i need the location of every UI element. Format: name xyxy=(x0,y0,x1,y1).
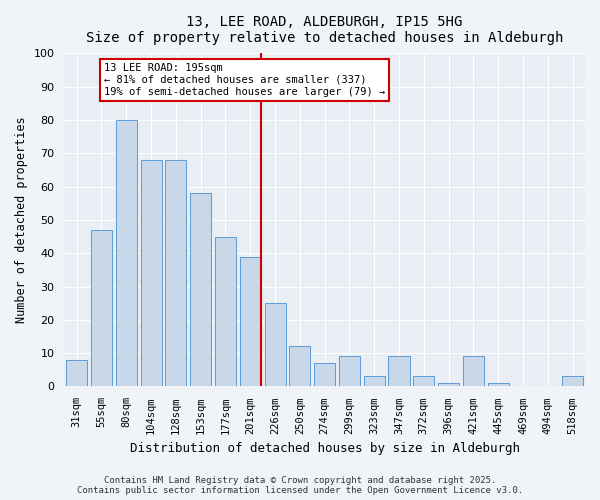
Y-axis label: Number of detached properties: Number of detached properties xyxy=(15,116,28,323)
Text: Contains HM Land Registry data © Crown copyright and database right 2025.
Contai: Contains HM Land Registry data © Crown c… xyxy=(77,476,523,495)
Title: 13, LEE ROAD, ALDEBURGH, IP15 5HG
Size of property relative to detached houses i: 13, LEE ROAD, ALDEBURGH, IP15 5HG Size o… xyxy=(86,15,563,45)
Bar xyxy=(388,356,410,386)
Bar xyxy=(240,256,261,386)
Text: 13 LEE ROAD: 195sqm
← 81% of detached houses are smaller (337)
19% of semi-detac: 13 LEE ROAD: 195sqm ← 81% of detached ho… xyxy=(104,64,385,96)
Bar xyxy=(289,346,310,387)
Bar xyxy=(339,356,360,386)
Bar xyxy=(463,356,484,386)
Bar xyxy=(364,376,385,386)
Bar xyxy=(215,236,236,386)
Bar xyxy=(314,363,335,386)
Bar xyxy=(413,376,434,386)
Bar xyxy=(562,376,583,386)
Bar xyxy=(166,160,187,386)
X-axis label: Distribution of detached houses by size in Aldeburgh: Distribution of detached houses by size … xyxy=(130,442,520,455)
Bar xyxy=(265,303,286,386)
Bar xyxy=(438,383,459,386)
Bar xyxy=(116,120,137,386)
Bar xyxy=(91,230,112,386)
Bar xyxy=(140,160,161,386)
Bar xyxy=(190,193,211,386)
Bar xyxy=(488,383,509,386)
Bar xyxy=(66,360,87,386)
